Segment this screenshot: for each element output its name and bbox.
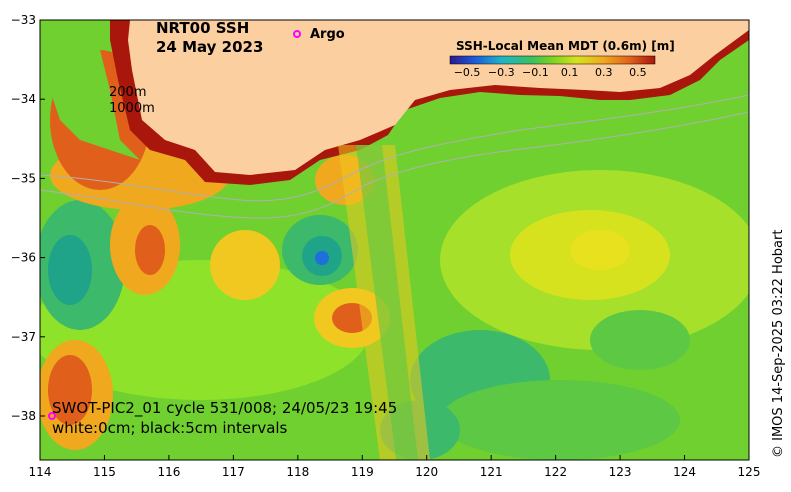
- y-tick-label: −34: [11, 92, 36, 106]
- y-tick-label: −36: [11, 251, 36, 265]
- argo-floats: [48, 30, 301, 420]
- credit-text: © IMOS 14-Sep-2025 03:22 Hobart: [771, 230, 786, 458]
- colorbar-tick-label: 0.5: [629, 66, 647, 79]
- colorbar-scale: [449, 55, 656, 65]
- colorbar-tick-label: −0.3: [488, 66, 515, 79]
- swot-annotation-line2: white:0cm; black:5cm intervals: [52, 419, 288, 437]
- colorbar-tick-label: −0.5: [454, 66, 481, 79]
- x-tick-label: 119: [351, 465, 374, 479]
- x-axis: 114 115 116 117 118 119 120 121 122 123 124 125: [29, 455, 761, 479]
- colorbar-title: SSH-Local Mean MDT (0.6m) [m]: [456, 39, 675, 53]
- x-tick-label: 114: [29, 465, 52, 479]
- contour-label-1000m: 1000m: [109, 101, 155, 116]
- bathymetry-contours: [40, 94, 749, 219]
- colorbar-ticks: −0.5 −0.3 −0.1 0.1 0.3 0.5: [454, 66, 647, 79]
- x-tick-label: 122: [544, 465, 567, 479]
- y-tick-label: −38: [11, 409, 36, 423]
- x-tick-label: 124: [673, 465, 696, 479]
- contour-label-200m: 200m: [109, 85, 146, 100]
- plot-frame: [39, 19, 750, 461]
- x-tick-label: 123: [609, 465, 632, 479]
- colorbar: SSH-Local Mean MDT (0.6m) [m] −0.5 −0.3 −0…: [449, 39, 675, 79]
- y-tick-label: −37: [11, 330, 36, 344]
- x-tick-label: 120: [415, 465, 438, 479]
- colorbar-tick-label: 0.1: [561, 66, 579, 79]
- colorbar-tick-label: −0.1: [522, 66, 549, 79]
- argo-legend-label: Argo: [310, 27, 345, 42]
- map-title-line1: NRT00 SSH: [156, 19, 249, 37]
- x-tick-label: 121: [480, 465, 503, 479]
- x-tick-label: 125: [738, 465, 761, 479]
- swot-annotation-line1: SWOT-PIC2_01 cycle 531/008; 24/05/23 19:…: [52, 399, 397, 418]
- y-tick-label: −35: [11, 171, 36, 185]
- y-tick-label: −33: [11, 13, 36, 27]
- argo-legend-marker: [293, 30, 301, 38]
- y-axis: −33 −34 −35 −36 −37 −38: [11, 13, 45, 423]
- x-tick-label: 117: [222, 465, 245, 479]
- map-title-line2: 24 May 2023: [156, 38, 263, 56]
- swot-swath: [338, 145, 430, 460]
- colorbar-tick-label: 0.3: [595, 66, 613, 79]
- argo-float: [48, 412, 56, 420]
- x-tick-label: 118: [286, 465, 309, 479]
- x-tick-label: 116: [157, 465, 180, 479]
- x-tick-label: 115: [93, 465, 116, 479]
